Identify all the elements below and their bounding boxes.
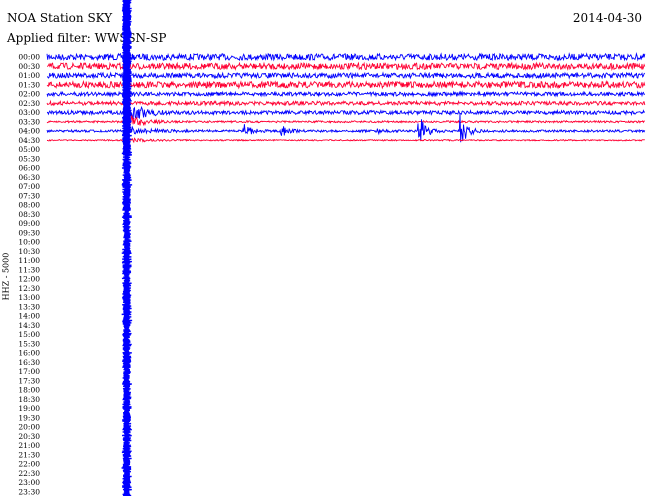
row-label: 17:30 [18, 376, 40, 385]
row-label: 14:00 [18, 312, 40, 321]
row-label: 02:00 [18, 90, 40, 99]
trace-0300 [46, 105, 646, 125]
row-label: 07:00 [18, 182, 40, 191]
row-label: 18:00 [18, 386, 40, 395]
row-label: 19:30 [18, 413, 40, 422]
row-label: 20:00 [18, 423, 40, 432]
row-label: 00:30 [18, 62, 40, 71]
row-label: 05:30 [18, 154, 40, 163]
row-label: 20:30 [18, 432, 40, 441]
row-label: 16:30 [18, 358, 40, 367]
trace-0230 [46, 99, 646, 107]
row-label: 02:30 [18, 99, 40, 108]
row-label: 14:30 [18, 321, 40, 330]
row-label: 09:30 [18, 228, 40, 237]
row-label: 12:00 [18, 275, 40, 284]
row-label: 15:30 [18, 339, 40, 348]
trace-0330 [46, 115, 645, 132]
trace-0400 [46, 112, 646, 143]
trace-0200 [46, 90, 646, 98]
row-label: 13:00 [18, 293, 40, 302]
trace-0030 [46, 61, 646, 72]
row-label: 16:00 [18, 349, 40, 358]
main-event-trace [121, 0, 133, 496]
row-label: 10:30 [18, 247, 40, 256]
trace-0100 [47, 71, 646, 80]
date-label: 2014-04-30 [572, 11, 642, 25]
row-label: 19:00 [18, 404, 40, 413]
row-label: 10:00 [18, 238, 40, 247]
trace-0130 [46, 79, 646, 90]
row-label: 00:00 [18, 53, 40, 62]
row-label: 06:00 [18, 164, 40, 173]
row-label: 11:00 [18, 256, 40, 265]
row-label: 06:30 [18, 173, 40, 182]
row-label: 21:30 [18, 450, 40, 459]
row-label: 23:00 [18, 478, 40, 487]
row-label: 23:30 [18, 487, 40, 496]
row-label: 18:30 [18, 395, 40, 404]
row-label: 12:30 [18, 284, 40, 293]
row-label: 05:00 [18, 145, 40, 154]
row-label: 11:30 [18, 265, 40, 274]
row-label: 13:30 [18, 302, 40, 311]
row-label: 07:30 [18, 191, 40, 200]
row-label: 03:30 [18, 117, 40, 126]
row-label: 04:00 [18, 127, 40, 136]
row-label: 03:00 [18, 108, 40, 117]
row-label: 15:00 [18, 330, 40, 339]
trace-0430 [46, 137, 645, 144]
row-label: 08:00 [18, 201, 40, 210]
station-title: NOA Station SKY [7, 11, 113, 25]
trace-0000 [46, 52, 646, 62]
row-label: 01:30 [18, 80, 40, 89]
row-label: 04:30 [18, 136, 40, 145]
row-label: 08:30 [18, 210, 40, 219]
row-label: 17:00 [18, 367, 40, 376]
row-label: 22:30 [18, 469, 40, 478]
row-label: 22:00 [18, 460, 40, 469]
row-label: 21:00 [18, 441, 40, 450]
row-label: 01:00 [18, 71, 40, 80]
row-label: 09:00 [18, 219, 40, 228]
